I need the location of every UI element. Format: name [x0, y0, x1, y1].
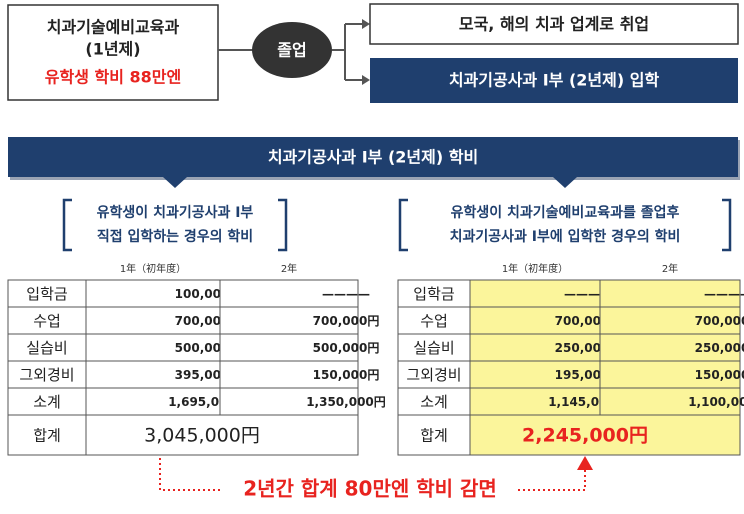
row-label: 그외경비 — [406, 366, 461, 384]
table-cell — [7, 306, 87, 335]
table-cell — [599, 279, 741, 308]
table-cell — [85, 333, 221, 362]
option-text: 치과기공사과 Ⅰ부 (2년제) 입학 — [449, 71, 660, 90]
table-heading: 유학생이 치과기술예비교육과를 졸업후 — [451, 204, 680, 221]
total-value-cell — [469, 414, 741, 456]
banner-pointer — [163, 177, 187, 188]
fee-value: 700,000円 — [695, 314, 744, 328]
option-box — [369, 3, 739, 45]
banner — [8, 137, 738, 177]
table-cell — [7, 387, 87, 416]
fee-value: 250,000円 — [695, 341, 744, 355]
table-cell — [599, 387, 741, 416]
row-label: 입학금 — [413, 285, 455, 303]
total-label: 합계 — [420, 427, 448, 445]
row-label: 소계 — [33, 393, 61, 411]
row-label: 실습비 — [413, 339, 454, 357]
fee-value: 1,350,000円 — [306, 395, 386, 409]
course-name: 치과기술예비교육과 — [47, 18, 180, 37]
banner-text: 치과기공사과 Ⅰ부 (2년제) 학비 — [268, 148, 478, 167]
banner-pointer — [553, 177, 577, 188]
fee-value: 150,000円 — [695, 368, 744, 382]
table-cell — [599, 306, 741, 335]
table-cell — [397, 279, 471, 308]
table-cell — [599, 360, 741, 389]
table-cell — [219, 360, 359, 389]
savings-line — [159, 458, 586, 491]
table-cell — [7, 333, 87, 362]
table-cell — [85, 387, 221, 416]
row-label: 수업 — [420, 312, 448, 330]
total-label-cell — [397, 414, 471, 456]
graduation-label: 졸업 — [277, 41, 306, 60]
row-label: 실습비 — [26, 339, 67, 357]
row-label: 그외경비 — [19, 366, 74, 384]
table-heading: 직접 입학하는 경우의 학비 — [97, 228, 253, 245]
branch-lines — [332, 23, 362, 81]
arrow-head — [362, 75, 370, 85]
savings-text: 2년간 합계 80만엔 학비 감면 — [243, 477, 497, 501]
table-cell — [599, 333, 741, 362]
course-box — [7, 4, 219, 101]
table-cell — [85, 279, 221, 308]
column-header: 2年 — [281, 262, 297, 275]
total-value: 3,045,000円 — [144, 425, 260, 447]
table-cell — [469, 306, 601, 335]
heading-bracket — [62, 198, 288, 252]
table-cell — [397, 306, 471, 335]
column-header: 2年 — [662, 262, 678, 275]
fee-value: ———— — [704, 287, 744, 301]
total-label-cell — [7, 414, 87, 456]
table-cell — [397, 333, 471, 362]
table-heading: 치과기공사과 Ⅰ부에 입학한 경우의 학비 — [450, 228, 681, 245]
fee-value: 150,000円 — [313, 368, 380, 382]
total-value: 2,245,000円 — [522, 425, 648, 447]
fee-value: ———— — [322, 287, 370, 301]
savings-arrow — [577, 456, 593, 470]
course-length: (1년제) — [85, 40, 140, 59]
heading-bracket — [398, 198, 732, 252]
graduation-circle — [252, 22, 332, 78]
table-cell — [7, 279, 87, 308]
total-label: 합계 — [33, 427, 61, 445]
option-text: 모국, 해의 치과 업계로 취업 — [459, 15, 649, 34]
fee-value: 700,000円 — [313, 314, 380, 328]
row-label: 소계 — [420, 393, 448, 411]
table-heading: 유학생이 치과기공사과 Ⅰ부 — [97, 204, 254, 221]
course-fee: 유학생 학비 88만엔 — [45, 68, 181, 87]
row-label: 수업 — [33, 312, 61, 330]
column-header: 1年（初年度） — [502, 262, 568, 275]
column-header: 1年（初年度） — [120, 262, 186, 275]
option-box — [370, 58, 738, 103]
table-cell — [219, 306, 359, 335]
fee-value: 1,100,000円 — [688, 395, 744, 409]
fee-value: 500,000円 — [313, 341, 380, 355]
table-cell — [469, 279, 601, 308]
table-cell — [219, 387, 359, 416]
arrow-head — [362, 19, 370, 29]
row-label: 입학금 — [26, 285, 68, 303]
total-value-cell — [85, 414, 359, 456]
